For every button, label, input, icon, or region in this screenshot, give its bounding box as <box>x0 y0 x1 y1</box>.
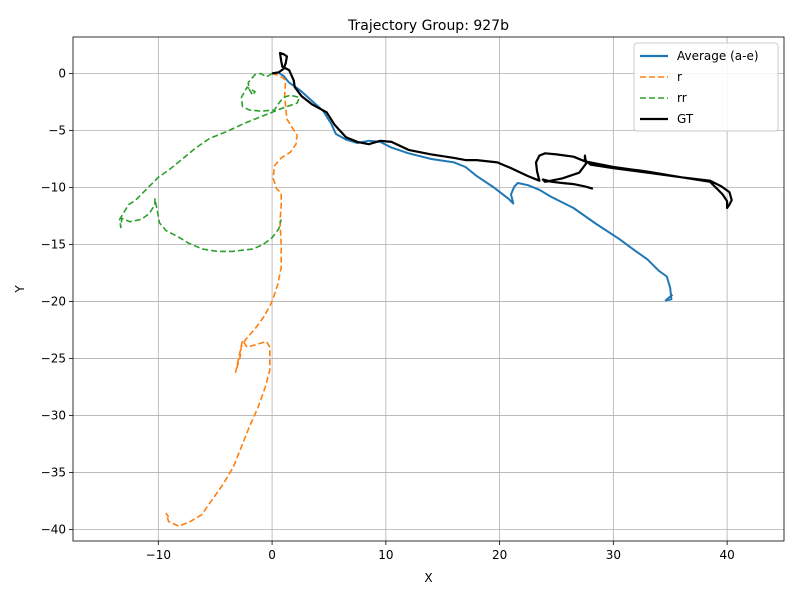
series-line-rr <box>118 72 301 253</box>
x-tick-label: 10 <box>378 548 393 562</box>
series-line-r <box>165 72 298 527</box>
y-tick-label: −20 <box>41 295 66 309</box>
y-tick-label: −15 <box>41 238 66 252</box>
y-tick-label: −5 <box>48 124 66 138</box>
legend-label-r: r <box>677 70 682 84</box>
legend-label-gt: GT <box>677 112 694 126</box>
x-tick-label: 30 <box>606 548 621 562</box>
legend-label-average-a-e: Average (a-e) <box>677 49 759 63</box>
plot-frame <box>72 36 785 542</box>
legend-box <box>633 42 779 132</box>
y-tick-label: −30 <box>41 409 66 423</box>
x-axis-label: X <box>424 571 432 585</box>
y-axis-ticks: 0 −5 −10 −15 −20 −25 −30 −35 −40 <box>41 66 73 537</box>
x-tick-label: 0 <box>268 548 276 562</box>
series-layer <box>118 51 733 527</box>
x-tick-label: 40 <box>719 548 734 562</box>
legend-label-rr: rr <box>677 91 687 105</box>
series-line-average-a-e <box>271 71 674 302</box>
y-tick-label: −35 <box>41 466 66 480</box>
x-axis-ticks: −10 0 10 20 30 40 <box>146 541 735 562</box>
y-tick-label: 0 <box>58 66 66 80</box>
y-tick-label: −25 <box>41 352 66 366</box>
y-axis-label: Y <box>13 285 27 294</box>
y-tick-label: −10 <box>41 181 66 195</box>
series-line-gt <box>271 51 733 210</box>
x-tick-label: 20 <box>492 548 507 562</box>
grid-lines <box>73 37 784 541</box>
chart-title: Trajectory Group: 927b <box>347 18 509 34</box>
y-tick-label: −40 <box>41 523 66 537</box>
x-tick-label: −10 <box>146 548 171 562</box>
